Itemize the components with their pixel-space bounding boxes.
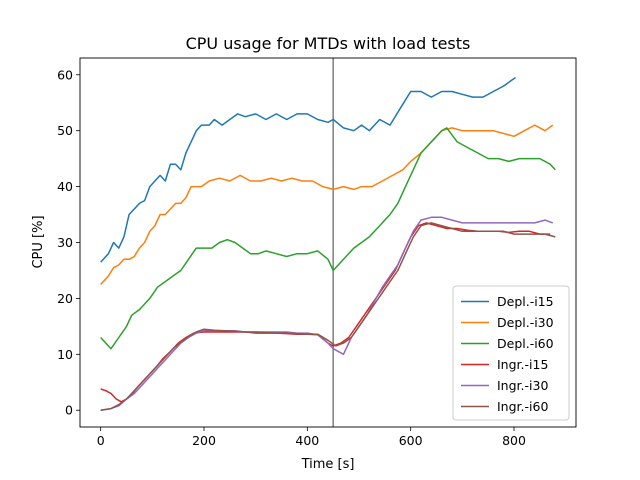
x-tick-label: 800 xyxy=(502,433,526,448)
y-tick-label: 40 xyxy=(57,179,73,194)
legend-label: Ingr.-i60 xyxy=(497,399,548,414)
y-axis-label: CPU [%] xyxy=(31,215,46,268)
legend: Depl.-i15 Depl.-i30 Depl.-i60 Ingr.-i15 Ingr… xyxy=(452,285,570,421)
series-line-depl-i60 xyxy=(100,127,556,350)
series-line-depl-i15 xyxy=(100,76,516,263)
ticks-group: 0 200 400 600 800 0 10 20 30 40 50 60 xyxy=(57,67,526,448)
plot-border xyxy=(79,57,577,428)
y-tick-label: 10 xyxy=(57,347,73,362)
x-tick-label: 600 xyxy=(399,433,423,448)
y-tick-label: 0 xyxy=(65,403,73,418)
legend-label: Depl.-i60 xyxy=(497,336,554,351)
legend-label: Ingr.-i30 xyxy=(497,378,548,393)
legend-box xyxy=(452,285,570,421)
series-group xyxy=(100,58,556,427)
y-tick-label: 30 xyxy=(57,235,73,250)
series-line-ingr-i60 xyxy=(100,222,556,411)
legend-label: Ingr.-i15 xyxy=(497,357,548,372)
legend-label: Depl.-i30 xyxy=(497,315,554,330)
y-tick-label: 50 xyxy=(57,123,73,138)
x-axis-label: Time [s] xyxy=(301,457,355,472)
legend-label: Depl.-i15 xyxy=(497,294,554,309)
series-line-depl-i30 xyxy=(100,124,554,285)
x-tick-label: 0 xyxy=(97,433,105,448)
series-line-ingr-i30 xyxy=(100,216,554,411)
chart-title: CPU usage for MTDs with load tests xyxy=(186,34,471,53)
y-tick-label: 60 xyxy=(57,67,73,82)
x-tick-label: 400 xyxy=(295,433,319,448)
y-tick-label: 20 xyxy=(57,291,73,306)
x-tick-label: 200 xyxy=(192,433,216,448)
